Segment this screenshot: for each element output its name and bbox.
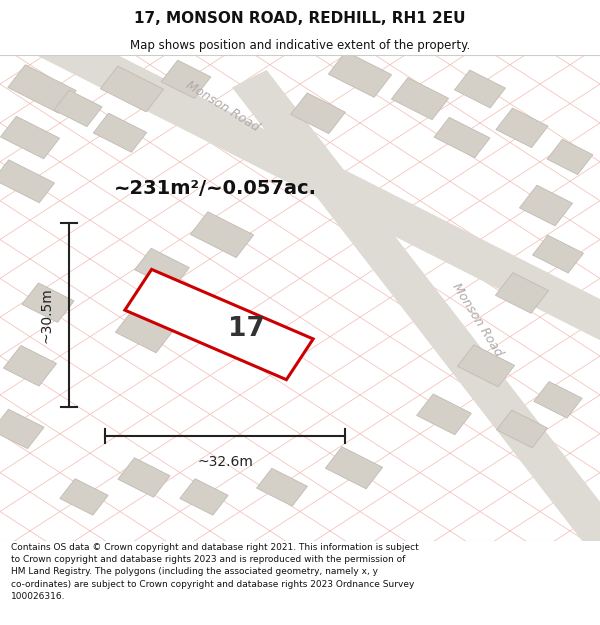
Polygon shape bbox=[100, 66, 164, 112]
Polygon shape bbox=[547, 139, 593, 174]
Polygon shape bbox=[118, 458, 170, 498]
Text: Contains OS data © Crown copyright and database right 2021. This information is : Contains OS data © Crown copyright and d… bbox=[11, 543, 419, 601]
Polygon shape bbox=[325, 447, 383, 489]
Polygon shape bbox=[497, 410, 547, 448]
Polygon shape bbox=[8, 65, 76, 113]
Polygon shape bbox=[0, 160, 55, 202]
Polygon shape bbox=[434, 118, 490, 158]
Polygon shape bbox=[496, 272, 548, 313]
Polygon shape bbox=[125, 269, 313, 379]
Text: Monson Road: Monson Road bbox=[183, 78, 261, 134]
Polygon shape bbox=[161, 60, 211, 98]
Text: Monson Road: Monson Road bbox=[449, 281, 505, 359]
Text: ~32.6m: ~32.6m bbox=[197, 454, 253, 469]
Polygon shape bbox=[455, 70, 505, 108]
Polygon shape bbox=[520, 185, 572, 226]
Polygon shape bbox=[190, 212, 254, 258]
Polygon shape bbox=[416, 394, 472, 435]
Polygon shape bbox=[134, 248, 190, 289]
Text: 17, MONSON ROAD, REDHILL, RH1 2EU: 17, MONSON ROAD, REDHILL, RH1 2EU bbox=[134, 11, 466, 26]
Polygon shape bbox=[54, 90, 102, 127]
Polygon shape bbox=[0, 409, 44, 449]
Polygon shape bbox=[115, 311, 173, 352]
Text: ~30.5m: ~30.5m bbox=[40, 287, 54, 342]
Text: Map shows position and indicative extent of the property.: Map shows position and indicative extent… bbox=[130, 39, 470, 51]
Polygon shape bbox=[496, 108, 548, 148]
Polygon shape bbox=[1, 116, 59, 159]
Polygon shape bbox=[257, 468, 307, 506]
Polygon shape bbox=[22, 283, 74, 322]
Polygon shape bbox=[457, 345, 515, 387]
Polygon shape bbox=[328, 51, 392, 98]
Polygon shape bbox=[391, 78, 449, 120]
Polygon shape bbox=[533, 235, 583, 273]
Polygon shape bbox=[534, 381, 582, 418]
Polygon shape bbox=[4, 346, 56, 386]
Polygon shape bbox=[0, 0, 600, 358]
Polygon shape bbox=[180, 479, 228, 515]
Polygon shape bbox=[290, 93, 346, 134]
Polygon shape bbox=[232, 70, 600, 623]
Text: 17: 17 bbox=[227, 316, 265, 342]
Polygon shape bbox=[93, 113, 147, 152]
Text: ~231m²/~0.057ac.: ~231m²/~0.057ac. bbox=[114, 179, 317, 198]
Polygon shape bbox=[60, 479, 108, 515]
